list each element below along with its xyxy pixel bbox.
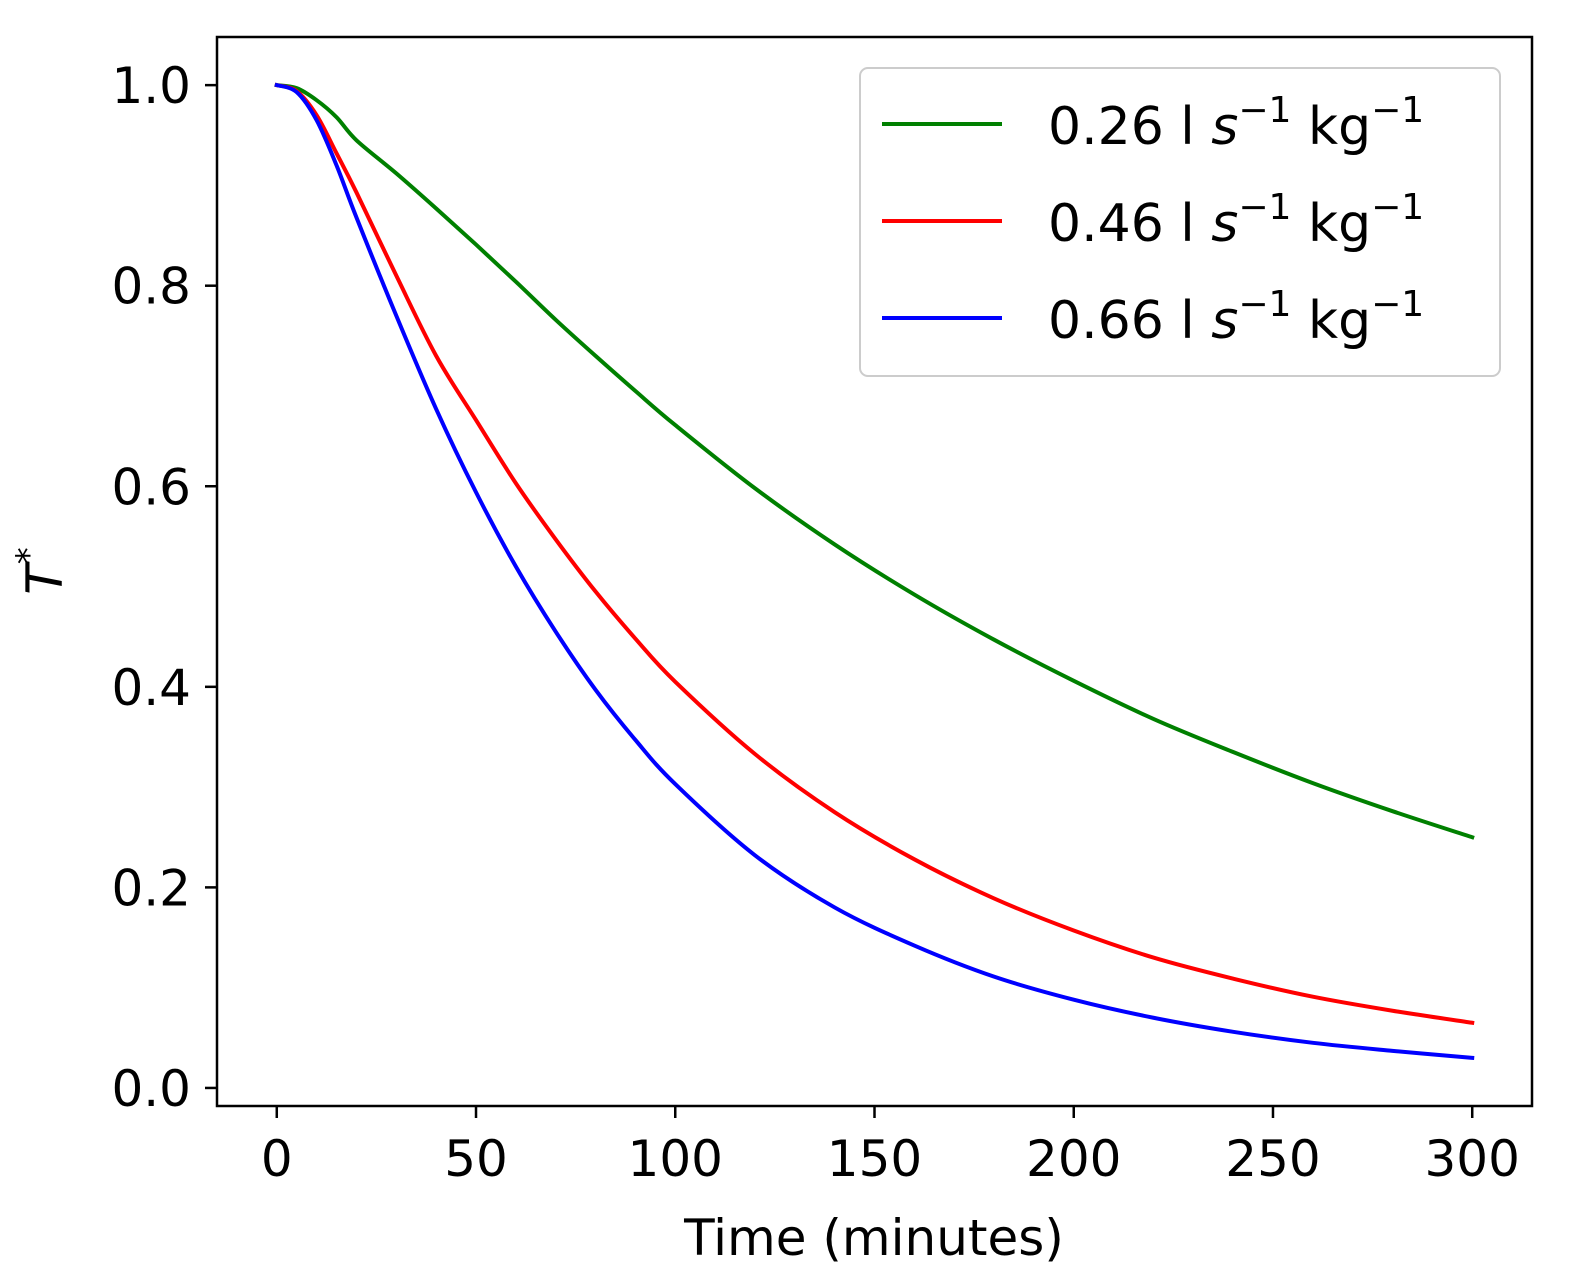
y-tick-label: 0.0 bbox=[111, 1060, 191, 1118]
x-tick-label: 200 bbox=[1026, 1130, 1121, 1188]
y-axis-label-superscript: * bbox=[9, 547, 49, 564]
legend-label-part: −1 bbox=[1371, 187, 1424, 228]
legend-label-part: kg bbox=[1291, 291, 1371, 351]
x-axis-label: Time (minutes) bbox=[683, 1209, 1064, 1267]
series-lines bbox=[274, 82, 1475, 1061]
legend-label-part: s bbox=[1211, 291, 1238, 351]
legend-label-part: −1 bbox=[1238, 284, 1291, 325]
y-tick-label: 0.4 bbox=[111, 659, 191, 717]
legend-label-part: kg bbox=[1291, 97, 1371, 157]
legend-label-1: 0.26 l s−1 kg−1 bbox=[1048, 90, 1424, 157]
y-axis-label: T bbox=[16, 561, 74, 595]
x-tick-label: 0 bbox=[261, 1130, 293, 1188]
legend-label-part: 0.46 l bbox=[1048, 194, 1211, 254]
x-tick-label: 300 bbox=[1425, 1130, 1520, 1188]
series-line-2 bbox=[274, 82, 1475, 1026]
legend-label-part: kg bbox=[1291, 194, 1371, 254]
series-line-1 bbox=[274, 82, 1475, 840]
series-line-3 bbox=[274, 82, 1475, 1061]
legend-label-3: 0.66 l s−1 kg−1 bbox=[1048, 284, 1424, 351]
legend-label-part: −1 bbox=[1371, 284, 1424, 325]
legend-label-2: 0.46 l s−1 kg−1 bbox=[1048, 187, 1424, 254]
legend-label-part: −1 bbox=[1238, 90, 1291, 131]
legend-label-part: s bbox=[1211, 97, 1238, 157]
legend-box bbox=[859, 67, 1501, 377]
y-axis-ticks: 0.0 0.2 0.4 0.6 0.8 1.0 bbox=[111, 57, 217, 1118]
axes-frame bbox=[215, 35, 1534, 1108]
legend-label-part: s bbox=[1211, 194, 1238, 254]
y-axis-label-group: T* bbox=[9, 547, 74, 595]
legend: 0.26 l s−1 kg−10.46 l s−1 kg−10.66 l s−1… bbox=[859, 67, 1501, 377]
legend-label-part: −1 bbox=[1371, 90, 1424, 131]
legend-label-part: −1 bbox=[1238, 187, 1291, 228]
x-tick-label: 150 bbox=[827, 1130, 922, 1188]
y-tick-label: 0.2 bbox=[111, 859, 191, 917]
legend-label-part: 0.26 l bbox=[1048, 97, 1211, 157]
x-axis-ticks: 0 50 100 150 200 250 300 bbox=[261, 1106, 1520, 1188]
x-tick-label: 50 bbox=[444, 1130, 508, 1188]
y-tick-label: 1.0 bbox=[111, 57, 191, 115]
legend-label-part: 0.66 l bbox=[1048, 291, 1211, 351]
x-tick-label: 100 bbox=[628, 1130, 723, 1188]
x-tick-label: 250 bbox=[1225, 1130, 1320, 1188]
y-tick-label: 0.8 bbox=[111, 258, 191, 316]
y-tick-label: 0.6 bbox=[111, 458, 191, 516]
svg-text:T*: T* bbox=[9, 547, 74, 595]
